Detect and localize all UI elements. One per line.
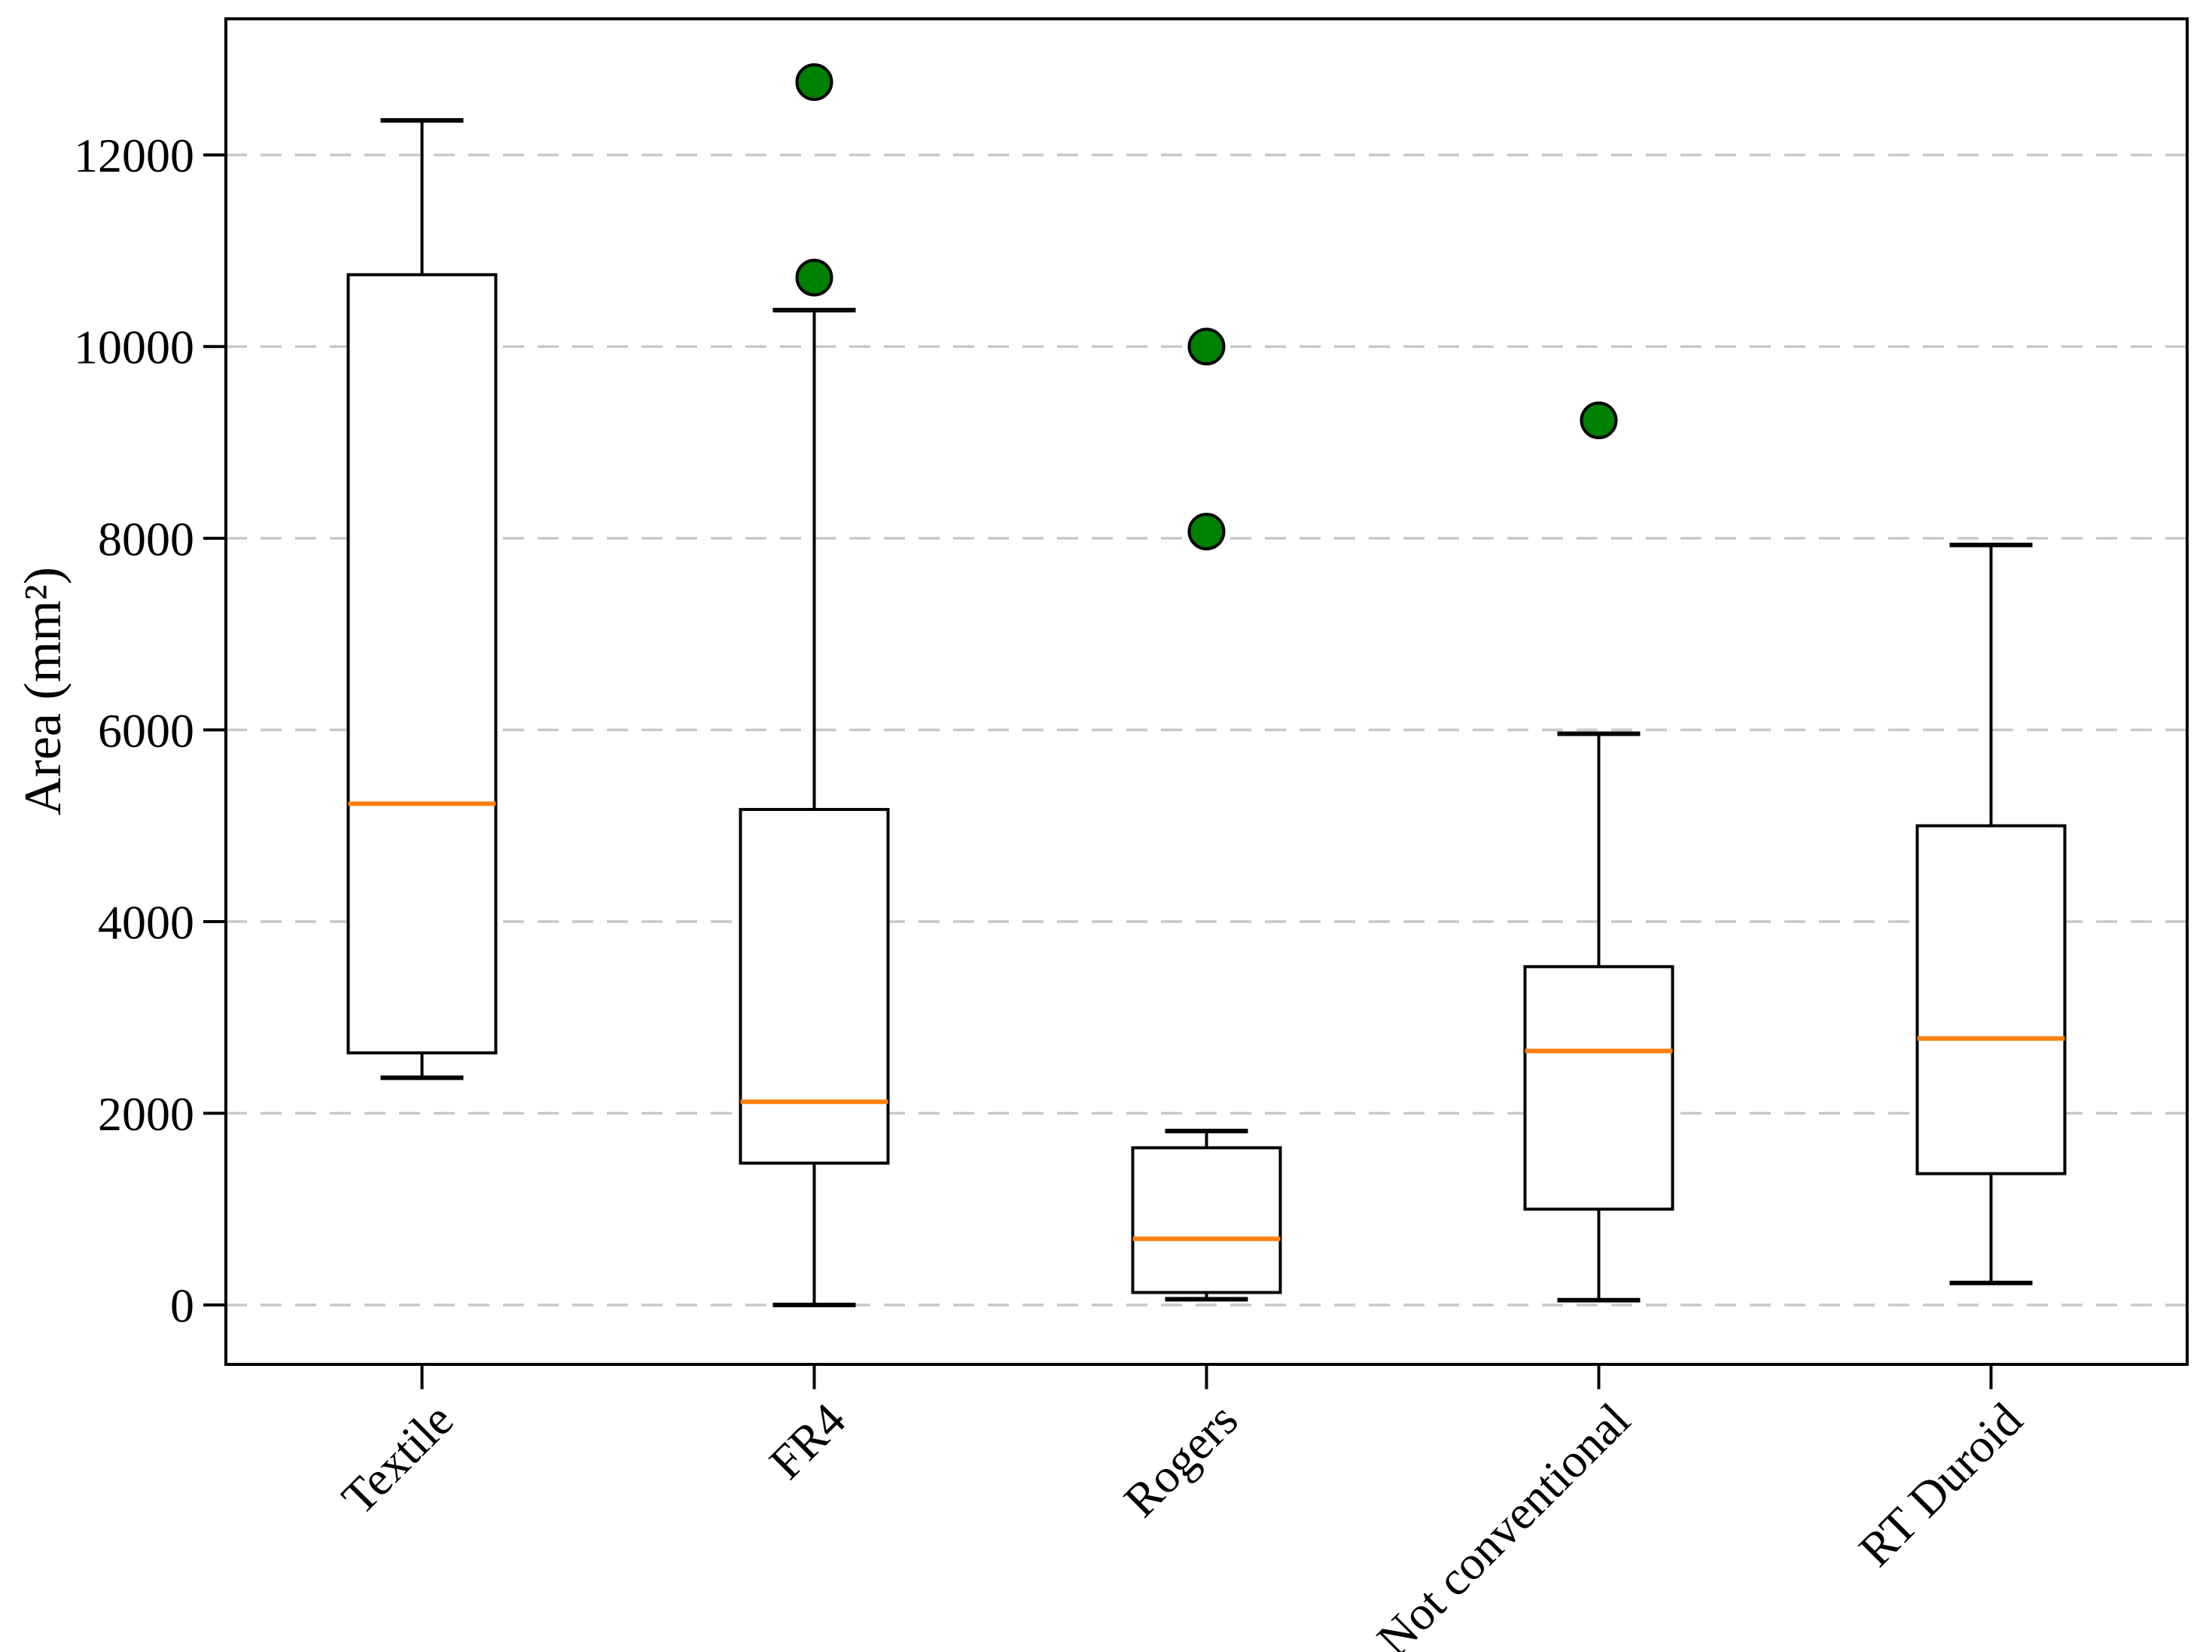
- x-category-label-textile: Textile: [331, 1393, 463, 1525]
- y-tick-label: 8000: [98, 512, 194, 565]
- outlier-dot: [795, 63, 833, 102]
- outlier-dot: [1187, 512, 1226, 550]
- x-category-label-fr4: FR4: [759, 1393, 855, 1489]
- box-plot-rt-duroid: [1915, 542, 2067, 1285]
- iqr-box: [1131, 1146, 1282, 1294]
- y-tick-label: 2000: [98, 1087, 194, 1141]
- outlier-dot: [795, 258, 833, 297]
- box-plot-rogers: [1131, 328, 1282, 1302]
- y-tick-label: 0: [170, 1279, 194, 1332]
- iqr-box: [346, 273, 498, 1055]
- y-tick-label: 4000: [98, 895, 194, 949]
- x-category-label-rt-duroid: RT Duroid: [1848, 1393, 2032, 1577]
- outlier-dot: [1187, 328, 1226, 366]
- y-tick-label: 10000: [74, 321, 194, 374]
- x-category-label-rogers: Rogers: [1114, 1393, 1248, 1527]
- iqr-box: [1523, 965, 1674, 1211]
- box-plot-textile: [346, 117, 498, 1081]
- box-plot-not-conventional: [1523, 401, 1674, 1303]
- y-axis: 0 2000 4000 6000 8000 10000 12000: [74, 129, 226, 1332]
- y-tick-label: 6000: [98, 704, 194, 757]
- x-category-label-not-conventional: Not conventional: [1367, 1393, 1640, 1652]
- y-axis-label: Area (mm²): [14, 567, 72, 815]
- iqr-box: [739, 808, 890, 1165]
- box-plot-fr4: [739, 63, 890, 1308]
- y-tick-label: 12000: [74, 129, 194, 182]
- x-axis: Textile FR4 Rogers Not conventional RT Duroi…: [331, 1364, 2032, 1652]
- boxes-group: [346, 63, 2067, 1308]
- outlier-dot: [1580, 401, 1618, 440]
- iqr-box: [1915, 824, 2067, 1175]
